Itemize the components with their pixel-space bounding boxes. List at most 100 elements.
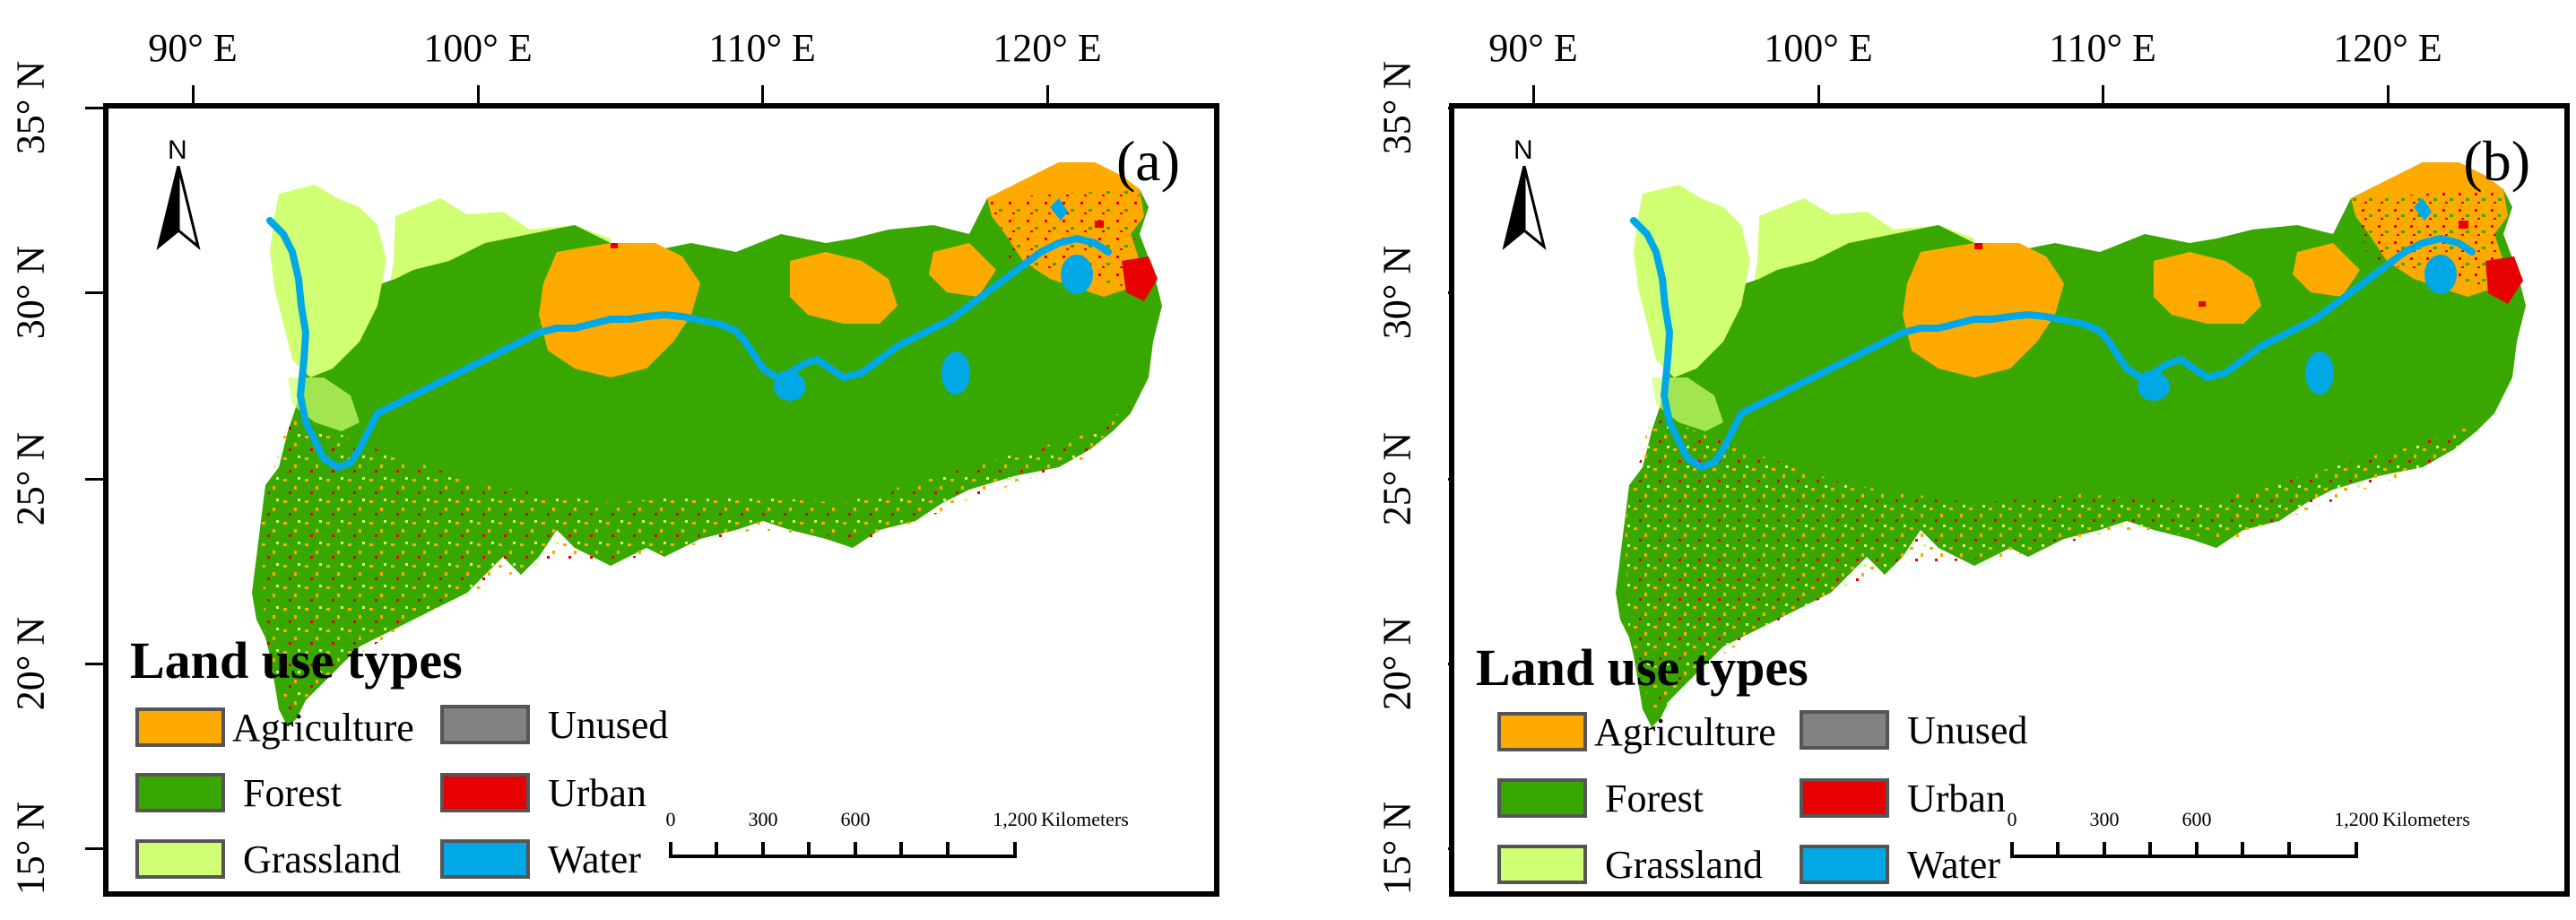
longitude-label: 90° E <box>148 26 238 70</box>
scale-bar: 0 300 600 1,200 Kilometers <box>665 808 1198 889</box>
longitude-tick <box>761 85 764 103</box>
longitude-label: 100° E <box>1764 26 1873 70</box>
longitude-label: 120° E <box>2333 26 2442 70</box>
north-arrow-icon <box>156 166 201 251</box>
scale-tick <box>761 842 765 858</box>
urban-region <box>611 221 1158 301</box>
panel-label: (a) <box>1115 129 1180 193</box>
water-bodies <box>266 198 1112 471</box>
scale-tick-label: 300 <box>2089 808 2120 830</box>
latitude-label: 35° N <box>1375 60 1419 155</box>
scale-tick-label: 0 <box>2007 808 2017 830</box>
latitude-label: 25° N <box>8 431 53 526</box>
scale-line <box>669 855 1017 858</box>
latitude-label: 35° N <box>8 60 53 155</box>
forest-region <box>252 162 1162 727</box>
legend-item-urban: Urban <box>440 770 646 815</box>
longitude-label: 90° E <box>1488 26 1578 70</box>
legend-item-unused: Unused <box>440 702 668 747</box>
land-use-map <box>1616 162 2526 727</box>
panel-label: (b) <box>2463 129 2530 193</box>
longitude-label: 110° E <box>708 26 816 70</box>
longitude-tick <box>2102 85 2104 103</box>
scale-tick <box>2241 842 2244 858</box>
scale-bar: 0 300 600 1,200 Kilometers <box>2007 808 2539 889</box>
grassland-west <box>270 185 386 431</box>
legend-item-unused: Unused <box>1800 707 2027 752</box>
legend-label: Forest <box>243 770 342 815</box>
scale-tick <box>2010 842 2014 858</box>
legend-item-grassland: Grassland <box>1497 842 1763 887</box>
scale-tick <box>2355 842 2358 858</box>
scale-tick <box>2056 842 2060 858</box>
latitude-label: 15° N <box>8 801 53 896</box>
legend-title: Land use types <box>130 631 463 690</box>
scale-tick-label: 0 <box>665 808 676 830</box>
forest-region <box>1616 162 2526 727</box>
legend-swatch <box>135 773 225 812</box>
legend-swatch <box>1800 778 1889 818</box>
latitude-label: 25° N <box>1375 431 1419 526</box>
urban-region <box>1974 221 2523 307</box>
latitude-label: 20° N <box>1375 616 1419 711</box>
longitude-tick <box>192 85 195 103</box>
legend-label: Grassland <box>1605 842 1763 887</box>
north-arrow: N <box>152 135 205 252</box>
scale-tick <box>2195 842 2199 858</box>
scale-tick-label: 1,200 <box>993 808 1037 830</box>
longitude-label: 100° E <box>423 26 533 70</box>
scale-tick-label: 1,200 <box>2334 808 2379 830</box>
legend-label: Urban <box>1907 776 2006 820</box>
legend-label: Grassland <box>243 837 401 881</box>
scale-unit: Kilometers <box>1041 808 1129 830</box>
latitude-label: 30° N <box>1375 245 1419 340</box>
scale-tick-label: 300 <box>748 808 778 830</box>
legend-item-agriculture: Agriculture <box>1497 709 1776 754</box>
legend-swatch <box>1497 845 1587 884</box>
longitude-tick <box>1532 85 1535 103</box>
scale-line <box>2010 855 2358 858</box>
legend-item-forest: Forest <box>135 770 342 815</box>
scale-tick <box>2148 842 2152 858</box>
map-frame: N (a) Land use types Agriculture Unused … <box>103 103 1219 897</box>
legend-item-urban: Urban <box>1800 776 2006 820</box>
legend-label: Agriculture <box>1594 709 1776 754</box>
scale-tick <box>899 842 903 858</box>
scale-tick-label: 600 <box>2181 808 2212 830</box>
longitude-tick <box>1817 85 1820 103</box>
legend-item-water: Water <box>440 837 641 881</box>
map-panel-a: 90° E 100° E 110° E 120° E 35° N 30° N 2… <box>8 26 1219 897</box>
legend-swatch <box>1800 710 1889 750</box>
latitude-tick <box>85 291 103 294</box>
north-arrow: N <box>1497 135 1551 252</box>
latitude-tick <box>85 663 103 665</box>
legend-swatch <box>440 839 530 879</box>
scale-tick <box>715 842 718 858</box>
legend-swatch <box>440 705 530 744</box>
latitude-label: 15° N <box>1375 801 1419 896</box>
latitude-tick <box>85 107 103 109</box>
latitude-tick <box>85 478 103 481</box>
scale-tick <box>807 842 811 858</box>
map-frame: N (b) Land use types Agriculture Unused … <box>1449 103 2570 897</box>
legend-swatch <box>1800 845 1889 884</box>
longitude-tick <box>1046 85 1049 103</box>
scale-tick <box>1013 842 1017 858</box>
scale-tick <box>2103 842 2106 858</box>
north-arrow-icon <box>1502 166 1547 251</box>
scale-tick <box>669 842 672 858</box>
longitude-tick <box>2387 85 2390 103</box>
north-letter: N <box>1514 135 1533 165</box>
scale-tick <box>2287 842 2291 858</box>
latitude-label: 30° N <box>8 245 53 340</box>
legend-swatch <box>1497 712 1587 751</box>
longitude-label: 110° E <box>2049 26 2156 70</box>
legend-swatch <box>440 773 530 812</box>
legend-label: Unused <box>548 702 669 747</box>
latitude-tick <box>85 847 103 850</box>
legend-label: Water <box>1907 842 2000 887</box>
longitude-label: 120° E <box>993 26 1102 70</box>
legend-item-forest: Forest <box>1497 776 1704 820</box>
scale-tick <box>946 842 950 858</box>
legend-label: Urban <box>548 770 646 815</box>
